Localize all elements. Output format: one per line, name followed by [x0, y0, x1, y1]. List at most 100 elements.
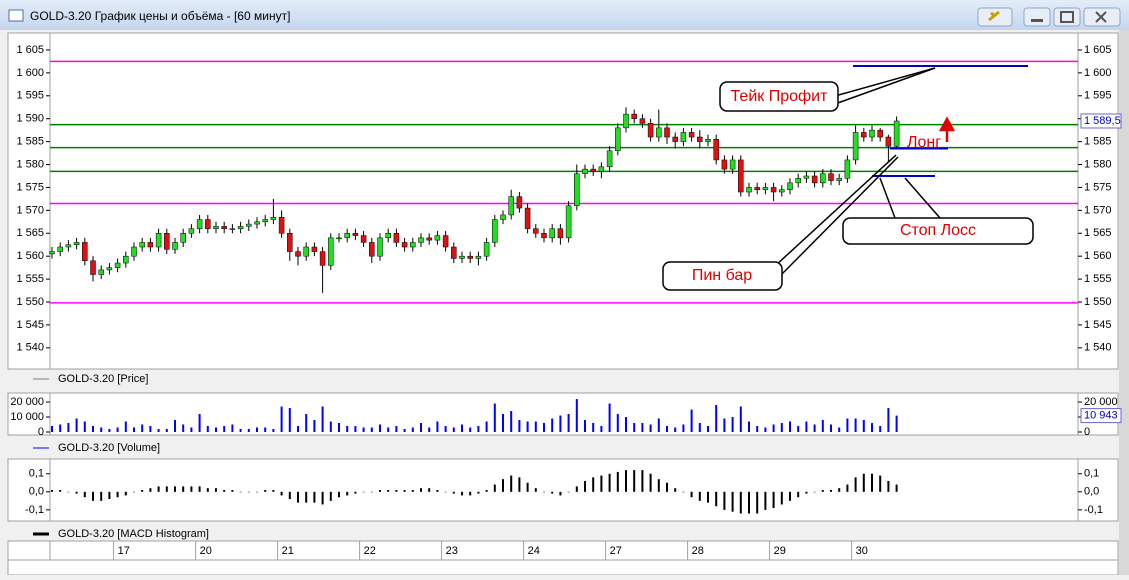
- y-tick-label: 1 580: [16, 158, 44, 170]
- candle-body: [123, 255, 129, 264]
- candle-body: [500, 214, 506, 220]
- annotation: Стоп Лосс: [900, 222, 976, 239]
- candle-body: [647, 123, 654, 138]
- candle-body: [664, 127, 670, 138]
- bar: [510, 475, 513, 492]
- candle-body: [164, 233, 170, 250]
- bar: [264, 490, 267, 492]
- bar: [329, 491, 332, 501]
- bar: [133, 427, 135, 432]
- candle-body: [246, 223, 252, 227]
- candle-body: [303, 246, 309, 257]
- candle-body: [295, 251, 301, 257]
- candle-body: [278, 216, 285, 234]
- bar: [797, 426, 800, 432]
- bar: [518, 477, 521, 492]
- candle-body: [516, 196, 523, 209]
- bar: [690, 491, 693, 498]
- bar: [182, 424, 185, 432]
- last-value-box: [1080, 113, 1122, 129]
- candle-body: [328, 237, 334, 266]
- bar: [723, 418, 726, 432]
- bar: [428, 488, 431, 492]
- bar: [493, 484, 496, 492]
- bar: [772, 491, 775, 509]
- bar: [584, 480, 586, 492]
- bar: [387, 427, 390, 432]
- bar: [797, 491, 800, 498]
- candle-body: [483, 242, 490, 257]
- bar: [321, 406, 324, 432]
- bar: [124, 421, 127, 432]
- legend-label: GOLD-3.20 [Price]: [58, 373, 148, 385]
- bar: [871, 473, 873, 492]
- callout-pointer: [879, 177, 896, 219]
- candle-body: [131, 246, 137, 257]
- y-tick-label: 0: [1084, 426, 1090, 438]
- bar: [461, 424, 463, 432]
- bar: [100, 427, 103, 432]
- x-tick-label: 28: [692, 545, 704, 557]
- bar: [469, 427, 472, 432]
- candle-body: [196, 219, 203, 229]
- bar: [674, 427, 677, 432]
- bar: [633, 423, 636, 432]
- bar: [452, 427, 455, 432]
- candle-body: [459, 255, 465, 259]
- bar: [666, 482, 668, 492]
- bar: [329, 421, 332, 432]
- bar: [633, 470, 636, 492]
- bar: [313, 420, 316, 432]
- minimize-button[interactable]: [1023, 7, 1051, 27]
- bar: [657, 418, 660, 432]
- bar: [239, 429, 242, 432]
- x-tick-label: 24: [528, 545, 540, 557]
- y-tick-label: 1 540: [1084, 342, 1112, 354]
- candle-body: [779, 189, 785, 193]
- bar: [256, 491, 258, 493]
- bar: [838, 427, 841, 432]
- macd-panel: [7, 458, 1119, 522]
- bar: [682, 491, 685, 493]
- y-tick-label: 1 550: [1084, 296, 1112, 308]
- y-tick-label: 1 605: [1084, 44, 1112, 56]
- legend-label: GOLD-3.20 [MACD Histogram]: [58, 528, 209, 540]
- candle-body: [631, 113, 637, 119]
- bar: [313, 491, 316, 503]
- candle-body: [713, 139, 719, 161]
- candle-body: [319, 251, 326, 266]
- last-value-label: 1 589,5: [1084, 115, 1121, 127]
- bar: [707, 491, 709, 503]
- bar: [854, 477, 857, 492]
- y-tick-label: 0,0: [29, 486, 44, 498]
- y-tick-label: 1 590: [16, 113, 44, 125]
- bar: [444, 426, 447, 432]
- candle-body: [188, 228, 195, 234]
- y-tick-label: 1 570: [1084, 204, 1112, 216]
- annotation: Пин бар: [692, 267, 752, 284]
- bar: [436, 490, 439, 492]
- bar: [223, 490, 226, 492]
- candle-body: [57, 246, 63, 252]
- bar: [403, 429, 406, 432]
- bar: [526, 482, 529, 492]
- candle-body: [139, 242, 145, 248]
- candle-body: [98, 269, 104, 275]
- candle-body: [287, 233, 293, 252]
- bar: [846, 418, 849, 432]
- candle-body: [885, 136, 892, 147]
- candle-body: [254, 221, 260, 225]
- bar: [141, 490, 144, 492]
- bar: [502, 414, 504, 432]
- bar: [428, 427, 431, 432]
- bar: [420, 423, 422, 432]
- bar: [83, 491, 86, 498]
- y-tick-label: 1 595: [16, 90, 44, 102]
- bar: [190, 427, 193, 432]
- window-icon: [8, 9, 24, 22]
- restore-button[interactable]: [1053, 7, 1081, 27]
- bar: [92, 491, 94, 501]
- x-tick-label: 22: [364, 545, 376, 557]
- candle-body: [861, 132, 867, 138]
- candle-body: [820, 173, 826, 184]
